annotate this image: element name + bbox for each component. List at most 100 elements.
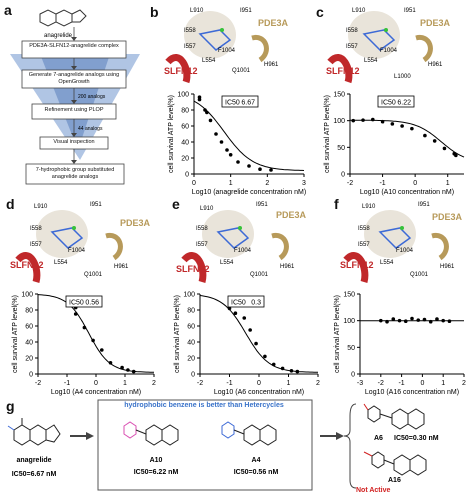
panel-label-a: a — [4, 2, 12, 18]
residue-q1001-b: Q1001 — [232, 68, 251, 74]
data-point — [263, 354, 267, 359]
x-tick-label: -1 — [379, 180, 385, 187]
y-axis-label: cell survival ATP level(%) — [12, 295, 19, 373]
data-point — [380, 119, 385, 124]
panel-label-c: c — [316, 4, 324, 20]
y-tick-label: 60 — [187, 324, 195, 331]
data-point — [82, 325, 87, 330]
x-axis-label: Log10 (anagrelide concentration nM) — [192, 189, 306, 196]
y-axis-label: cell survival ATP level(%) — [174, 295, 181, 373]
ic50-label: IC50 — [381, 100, 396, 107]
pde3a-label-f: PDE3A — [432, 212, 463, 222]
residue-i558-d: I558 — [30, 226, 42, 232]
residue-i951-e: I951 — [256, 202, 268, 208]
x-tick-label: 0 — [192, 180, 196, 187]
residue-q1001-e: Q1001 — [250, 272, 269, 278]
residue-i557-c: I557 — [346, 44, 358, 50]
ic50-box: IC50 6.22 — [377, 95, 415, 108]
residue-q1001-f: Q1001 — [410, 272, 429, 278]
data-point — [432, 139, 437, 143]
residue-l554-e: L554 — [220, 260, 234, 266]
residue-l554-d: L554 — [54, 260, 68, 266]
data-point — [422, 317, 427, 322]
residue-f1004-c: F1004 — [380, 48, 398, 54]
x-tick-label: -1 — [398, 380, 404, 387]
a4-ic50: IC50=0.56 nM — [234, 469, 279, 476]
data-point — [227, 306, 232, 311]
y-tick-label: 150 — [333, 92, 345, 99]
y-axis-label: cell survival ATP level(%) — [324, 95, 331, 173]
data-point — [423, 133, 427, 138]
residue-l1000-c: L1000 — [394, 74, 411, 80]
panel-label-f: f — [334, 196, 339, 212]
x-tick-label: 1 — [287, 380, 291, 387]
structure-e: L910 I951 PDE3A I558 I557 F1004 SLFN12 L… — [176, 202, 307, 283]
x-tick-label: 1 — [123, 380, 127, 387]
data-point — [214, 132, 218, 136]
a6-structure-icon — [363, 403, 425, 430]
y-axis-label: cell survival ATP level(%) — [168, 95, 175, 173]
ic50-label: IC50 — [69, 300, 84, 307]
residue-i557-e: I557 — [196, 242, 208, 248]
pde3a-label-b: PDE3A — [258, 18, 289, 28]
residue-l910-e: L910 — [200, 206, 214, 212]
data-point — [397, 318, 402, 323]
y-axis-label: cell survival ATP level(%) — [334, 295, 341, 373]
g-box-header: hydrophobic benzene is better than Heter… — [124, 402, 284, 409]
chart-e: 0 20 40 60 80 100 -2 -1 0 1 2 Log10 (A6 concentrati… — [174, 292, 320, 397]
x-tick-label: 1 — [229, 180, 233, 187]
x-tick-label: 2 — [316, 380, 320, 387]
data-point — [219, 140, 224, 144]
residue-i557-d: I557 — [30, 242, 42, 248]
structure-d: L910 I951 PDE3A I558 I557 F1004 SLFN12 L… — [10, 202, 151, 283]
a6-ic50: IC50=0.30 nM — [394, 435, 439, 442]
a16-not-active: Not Active — [356, 487, 390, 494]
panel-label-e: e — [172, 196, 180, 212]
data-point — [371, 117, 375, 122]
ic50-box: IC50 0.3 — [227, 295, 265, 308]
y-tick-label: 50 — [337, 145, 345, 152]
ic50-value: 6.67 — [241, 100, 255, 107]
residue-f1004-e: F1004 — [234, 248, 252, 254]
x-tick-label: 3 — [302, 180, 306, 187]
structure-b: L910 I951 PDE3A I558 I557 F1004 SLFN12 L… — [164, 8, 289, 84]
ic50-label: IC50 — [225, 100, 240, 107]
data-point — [390, 122, 395, 126]
x-tick-label: -2 — [35, 380, 41, 387]
chart-b: 0 20 40 60 80 100 0 1 2 3 Log10 (anagrelide concen… — [168, 92, 306, 197]
x-tick-label: -3 — [357, 380, 363, 387]
data-point — [120, 365, 124, 370]
x-axis-label: Log10 (A16 concentration nM) — [365, 389, 459, 396]
data-point — [454, 153, 458, 158]
y-tick-label: 20 — [187, 356, 195, 363]
data-point — [289, 369, 294, 373]
y-tick-label: 0 — [351, 372, 355, 379]
ic50-box: IC50 6.67 — [221, 95, 259, 108]
slfn12-label-e: SLFN12 — [176, 264, 210, 274]
data-point — [208, 118, 213, 123]
residue-i558-f: I558 — [358, 226, 370, 232]
residue-i951-f: I951 — [418, 202, 430, 208]
data-point — [242, 316, 247, 320]
x-tick-label: -2 — [347, 180, 353, 187]
funnel-count-44: 44 analogs — [78, 126, 103, 132]
residue-f1004-b: F1004 — [218, 48, 236, 54]
data-point — [391, 317, 396, 321]
pde3a-label-c: PDE3A — [420, 18, 451, 28]
data-point — [236, 160, 240, 164]
x-tick-label: 0 — [420, 380, 424, 387]
ic50-value: 0.3 — [251, 300, 261, 307]
funnel-steps — [21, 40, 127, 185]
data-point — [108, 361, 113, 365]
x-tick-label: 0 — [413, 180, 417, 187]
y-tick-label: 100 — [333, 118, 345, 125]
funnel-count-200: 200 analogs — [78, 94, 106, 100]
slfn12-label-d: SLFN12 — [10, 260, 44, 270]
data-point — [280, 366, 285, 371]
data-point — [205, 110, 209, 115]
ic50-box: IC50 0.56 — [65, 295, 103, 308]
residue-h961-e: H961 — [280, 264, 295, 270]
residue-l554-f: L554 — [380, 260, 394, 266]
data-point — [410, 126, 414, 131]
panel-label-b: b — [150, 4, 159, 20]
